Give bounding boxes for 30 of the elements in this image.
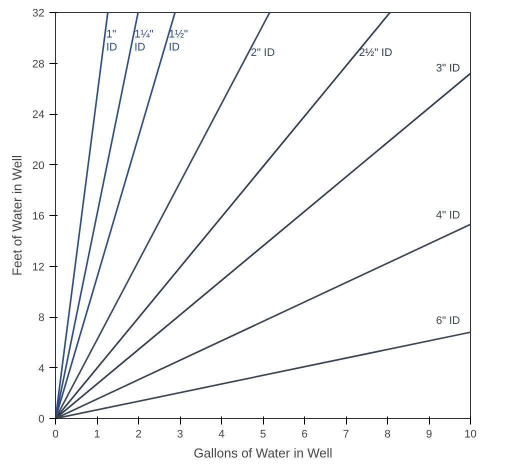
- series-label: 4" ID: [436, 210, 460, 222]
- x-tick-label: 7: [342, 428, 350, 440]
- x-tick-label: 1: [94, 428, 100, 440]
- y-tick-label: 12: [32, 261, 45, 274]
- series-label: 6" ID: [436, 314, 460, 327]
- y-tick-label: 0: [38, 414, 45, 426]
- x-tick-label: 10: [464, 428, 477, 440]
- y-tick-label: 20: [32, 160, 45, 172]
- x-tick-label: 0: [52, 428, 59, 440]
- series-label: 2½" ID: [359, 47, 392, 60]
- y-tick-label: 4: [38, 362, 45, 375]
- x-tick-label: 5: [260, 428, 266, 440]
- series-label: 3" ID: [436, 62, 460, 74]
- series-label: 1" ID: [106, 28, 118, 54]
- y-tick-label: 24: [32, 109, 45, 121]
- series-label: 1¼" ID: [134, 28, 154, 54]
- x-tick-label: 6: [301, 428, 308, 440]
- x-tick-label: 4: [218, 428, 225, 440]
- x-tick-label: 8: [384, 428, 391, 440]
- y-tick-label: 32: [32, 8, 45, 20]
- y-tick-label: 16: [32, 210, 45, 222]
- series-label: 2" ID: [250, 47, 275, 60]
- x-tick-label: 3: [176, 428, 184, 440]
- x-axis-title: Gallons of Water in Well: [194, 446, 332, 460]
- series-label: 1½" ID: [168, 28, 188, 54]
- y-tick-label: 8: [38, 312, 45, 324]
- x-tick-label: 9: [426, 428, 432, 440]
- x-tick-label: 2: [135, 428, 142, 440]
- y-tick-label: 28: [32, 58, 45, 70]
- y-axis-title: Feet of Water in Well: [9, 155, 24, 276]
